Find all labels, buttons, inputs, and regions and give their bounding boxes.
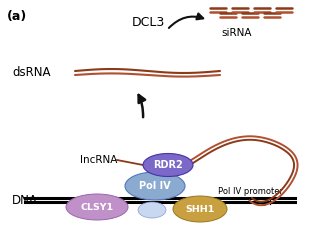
- Text: (a): (a): [7, 10, 27, 23]
- FancyArrowPatch shape: [169, 14, 203, 28]
- Ellipse shape: [173, 196, 227, 222]
- FancyArrowPatch shape: [262, 203, 267, 205]
- Ellipse shape: [138, 202, 166, 218]
- Ellipse shape: [125, 172, 185, 200]
- Ellipse shape: [143, 153, 193, 177]
- Text: Pol IV promoter: Pol IV promoter: [218, 188, 283, 196]
- Text: RDR2: RDR2: [153, 160, 183, 170]
- Text: DCL3: DCL3: [131, 16, 165, 28]
- FancyArrowPatch shape: [139, 95, 145, 117]
- Text: siRNA: siRNA: [222, 28, 252, 38]
- Text: Pol IV: Pol IV: [139, 181, 171, 191]
- Text: CLSY1: CLSY1: [80, 202, 114, 212]
- Ellipse shape: [66, 194, 128, 220]
- Text: DNA: DNA: [12, 194, 38, 207]
- Text: lncRNA: lncRNA: [80, 155, 117, 165]
- Text: SHH1: SHH1: [185, 204, 215, 213]
- Text: dsRNA: dsRNA: [12, 65, 50, 79]
